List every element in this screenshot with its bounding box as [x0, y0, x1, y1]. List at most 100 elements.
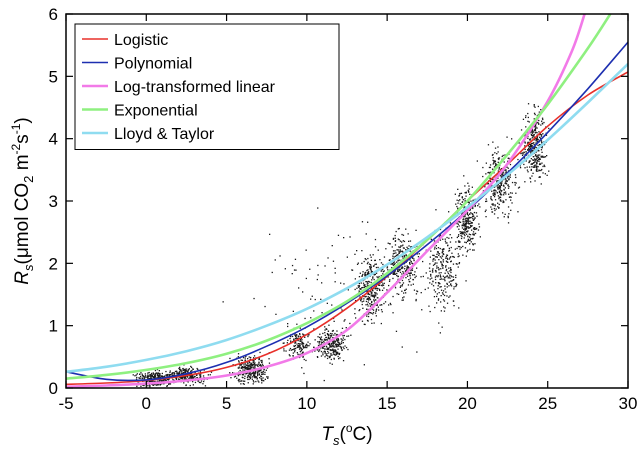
data-point: [472, 234, 474, 236]
data-point: [538, 158, 540, 161]
data-point: [253, 357, 255, 359]
data-point: [499, 175, 502, 177]
data-point: [331, 363, 333, 365]
data-point: [496, 164, 498, 166]
data-point: [537, 155, 539, 157]
data-point: [244, 363, 247, 365]
data-point: [465, 280, 467, 282]
data-point: [303, 345, 305, 348]
data-point: [334, 341, 336, 343]
data-point: [289, 347, 292, 350]
data-point: [435, 247, 438, 250]
data-point: [535, 169, 537, 171]
data-point: [453, 279, 455, 281]
data-point: [207, 374, 209, 376]
data-point: [244, 367, 246, 369]
data-point: [313, 328, 315, 330]
data-point: [241, 359, 243, 361]
data-point: [361, 250, 363, 252]
data-point: [369, 291, 371, 293]
data-point: [538, 150, 540, 152]
data-point: [500, 190, 502, 192]
data-point: [329, 338, 331, 340]
data-point: [371, 292, 373, 294]
data-point: [363, 323, 365, 325]
data-point: [373, 274, 375, 276]
data-point: [393, 273, 395, 275]
data-point: [474, 232, 477, 235]
data-point: [475, 228, 477, 230]
data-point: [378, 288, 381, 290]
data-point: [505, 171, 507, 173]
data-point: [457, 256, 459, 258]
data-point: [535, 139, 537, 141]
data-point: [373, 299, 375, 301]
data-point: [291, 349, 294, 351]
data-point: [403, 255, 405, 257]
data-point: [397, 269, 399, 271]
data-point: [368, 296, 371, 299]
data-point: [437, 247, 440, 249]
data-point: [230, 377, 232, 379]
data-point: [242, 374, 244, 376]
data-point: [375, 263, 377, 265]
data-point: [420, 276, 422, 278]
data-point: [469, 220, 471, 222]
data-point: [202, 375, 205, 377]
data-point: [161, 375, 163, 377]
data-point: [510, 209, 512, 211]
data-point: [463, 233, 465, 236]
data-point: [242, 366, 244, 368]
data-point: [508, 185, 510, 188]
data-point: [399, 259, 401, 261]
data-point: [448, 237, 450, 239]
data-point: [505, 169, 507, 171]
data-point: [361, 262, 363, 264]
data-point: [548, 127, 550, 130]
data-point: [394, 270, 396, 273]
data-point: [479, 206, 481, 208]
data-point: [328, 337, 330, 339]
data-point: [429, 282, 431, 284]
data-point: [250, 376, 252, 378]
data-point: [332, 342, 334, 344]
data-point: [432, 260, 434, 262]
data-point: [464, 206, 466, 208]
data-point: [304, 346, 306, 349]
data-point: [267, 376, 269, 378]
data-point: [171, 373, 173, 375]
data-point: [395, 330, 398, 332]
data-point: [455, 282, 457, 285]
data-point: [366, 281, 369, 283]
data-point: [429, 310, 431, 313]
data-point: [446, 282, 448, 285]
data-point: [327, 337, 329, 339]
data-point: [472, 207, 474, 210]
data-point: [398, 293, 400, 295]
data-point: [328, 343, 330, 345]
data-point: [470, 224, 472, 227]
data-point: [409, 261, 411, 264]
data-point: [178, 371, 181, 373]
data-point: [306, 345, 309, 347]
data-point: [251, 378, 253, 380]
data-point: [367, 292, 370, 295]
data-point: [329, 362, 331, 364]
data-point: [337, 234, 340, 236]
data-point: [359, 309, 361, 311]
data-point: [530, 152, 532, 154]
data-point: [246, 372, 249, 374]
data-point: [362, 273, 364, 276]
data-point: [524, 148, 526, 151]
data-point: [541, 162, 543, 164]
data-point: [251, 373, 253, 375]
data-point: [248, 378, 250, 381]
data-point: [396, 274, 398, 277]
data-point: [268, 362, 271, 364]
data-point: [248, 364, 250, 366]
data-point: [489, 164, 492, 166]
data-point: [336, 330, 338, 332]
data-point: [326, 339, 328, 341]
data-point: [338, 343, 341, 346]
data-point: [371, 322, 373, 324]
